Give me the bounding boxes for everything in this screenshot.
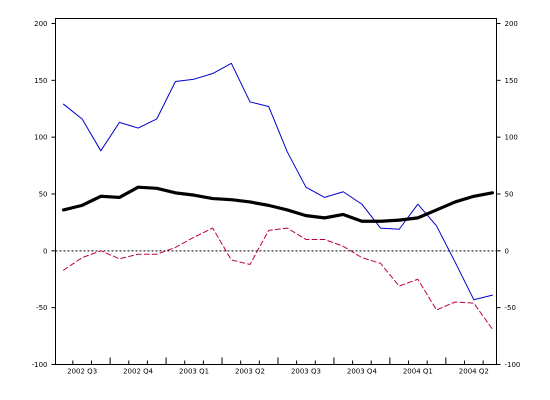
y-tick-label-right: -50 (505, 304, 516, 312)
x-tick-label: 2002 Q4 (123, 368, 154, 376)
y-tick-label-right: 100 (505, 134, 518, 142)
x-tick-label: 2004 Q2 (459, 368, 489, 376)
x-tick-label: 2003 Q4 (347, 368, 378, 376)
x-tick-label: 2002 Q3 (67, 368, 97, 376)
series-line-black-thick (61, 185, 495, 223)
axes-layer: 200 200 150 150 100 100 50 50 0 0 -50 -50 -100 -100 20… (32, 20, 521, 376)
x-tick-label: 2004 Q1 (403, 368, 433, 376)
series-line-red-dashed (63, 227, 493, 330)
y-tick-label-right: 0 (505, 247, 509, 255)
y-tick-label-left: 0 (43, 247, 47, 255)
y-tick-label-right: 200 (505, 20, 518, 28)
y-tick-label-left: 200 (34, 20, 47, 28)
y-tick-label-left: 150 (34, 77, 47, 85)
y-tick-label-left: -50 (36, 304, 47, 312)
plot-frame (55, 18, 497, 365)
series-layer (61, 62, 495, 330)
x-tick-label: 2003 Q2 (235, 368, 265, 376)
y-tick-label-left: 50 (39, 191, 48, 199)
x-tick-label: 2003 Q3 (291, 368, 321, 376)
x-tick-label: 2003 Q1 (179, 368, 209, 376)
y-tick-label-left: -100 (32, 361, 48, 369)
y-tick-label-right: 50 (505, 191, 514, 199)
y-tick-label-right: -100 (505, 361, 521, 369)
y-tick-label-left: 100 (34, 134, 47, 142)
series-line-blue-thin (63, 62, 493, 301)
y-tick-label-right: 150 (505, 77, 518, 85)
